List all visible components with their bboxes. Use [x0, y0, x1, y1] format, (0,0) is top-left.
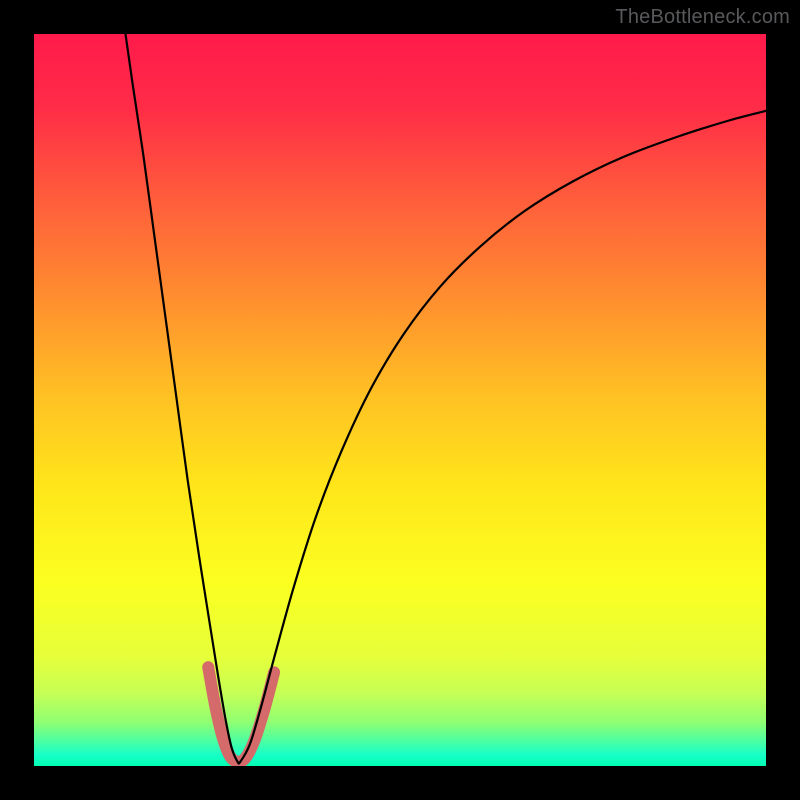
watermark-text: TheBottleneck.com — [615, 6, 790, 29]
chart-svg — [34, 34, 766, 766]
chart-plot-area — [34, 34, 766, 766]
